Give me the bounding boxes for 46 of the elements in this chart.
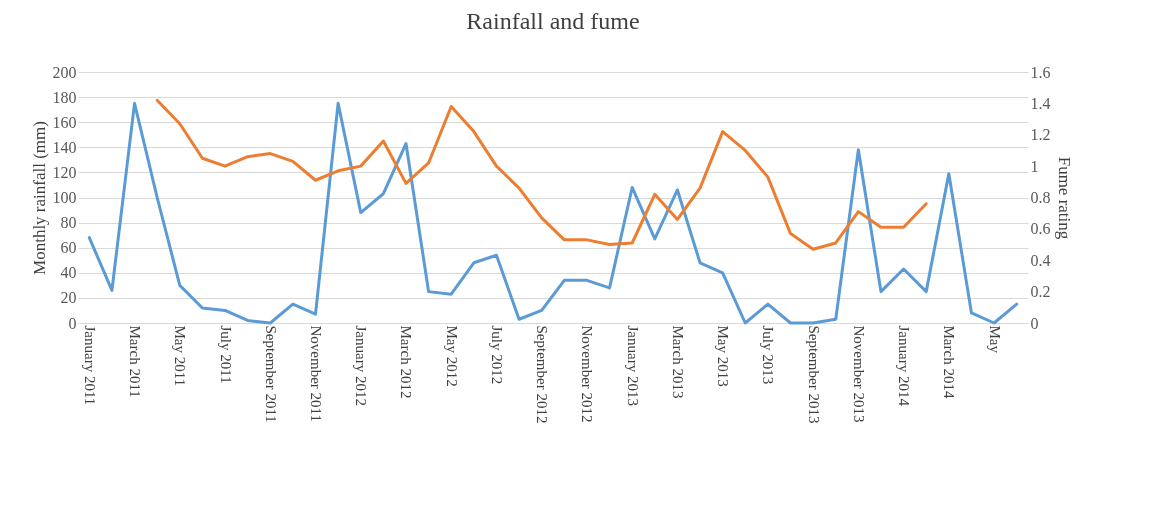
x-tick-label: May 2012 — [443, 325, 460, 387]
x-tick-label: March 2013 — [669, 325, 686, 399]
y2-tick-label: 0.8 — [1030, 189, 1051, 206]
x-tick-label: November 2011 — [308, 325, 324, 423]
x-tick-label: September 2012 — [534, 325, 551, 424]
y-tick-label: 140 — [52, 138, 77, 156]
y2-tick-label: 1.6 — [1030, 63, 1051, 81]
x-tick-label: March 2012 — [398, 325, 415, 399]
x-tick-label: November 2013 — [850, 325, 867, 423]
y2-tick-label: 0 — [1030, 314, 1039, 332]
x-tick-label: September 2013 — [805, 325, 822, 424]
line-series — [87, 101, 1019, 325]
y2-tick-label: 1 — [1030, 157, 1039, 175]
x-tick-label: January 2011 — [81, 325, 98, 406]
y2-tick-label: 1.4 — [1030, 94, 1051, 112]
y-tick-label: 200 — [52, 63, 77, 81]
x-tick-label: July 2013 — [760, 325, 777, 385]
y-tick-label: 20 — [60, 289, 77, 307]
chart-title: Rainfall and fume — [466, 8, 640, 34]
y-tick-label: 0 — [68, 314, 77, 332]
x-tick-label: July 2012 — [488, 325, 505, 385]
x-tick-label: May — [986, 325, 1003, 354]
x-tick-label: March 2011 — [127, 325, 144, 398]
y2-tick-label: 1.2 — [1030, 126, 1051, 144]
y-tick-label: 40 — [60, 264, 77, 282]
y2-tick-label: 0.4 — [1030, 251, 1051, 269]
y2-tick-label: 0.6 — [1030, 220, 1051, 238]
x-tick-label: May 2013 — [715, 325, 732, 387]
y-tick-label: 60 — [60, 239, 77, 257]
x-tick-label: November 2012 — [579, 325, 596, 423]
x-tick-label: January 2014 — [896, 325, 913, 407]
y-tick-label: 80 — [60, 214, 77, 232]
line-series — [155, 98, 928, 251]
y-axis-title: Monthly rainfall (mm) — [29, 121, 49, 275]
x-tick-label: March 2014 — [941, 325, 958, 399]
x-tick-label: January 2013 — [624, 325, 641, 406]
y-tick-label: 160 — [52, 113, 77, 131]
y-tick-label: 180 — [52, 88, 77, 106]
x-tick-label: January 2012 — [353, 325, 370, 406]
y-tick-label: 120 — [52, 163, 77, 181]
y2-tick-label: 0.2 — [1030, 283, 1051, 301]
y2-axis-title: Fume rating — [1054, 156, 1074, 240]
y-tick-label: 100 — [52, 189, 77, 206]
x-tick-label: July 2011 — [217, 325, 234, 384]
x-tick-label: September 2011 — [262, 325, 279, 423]
x-tick-label: May 2011 — [172, 325, 189, 387]
